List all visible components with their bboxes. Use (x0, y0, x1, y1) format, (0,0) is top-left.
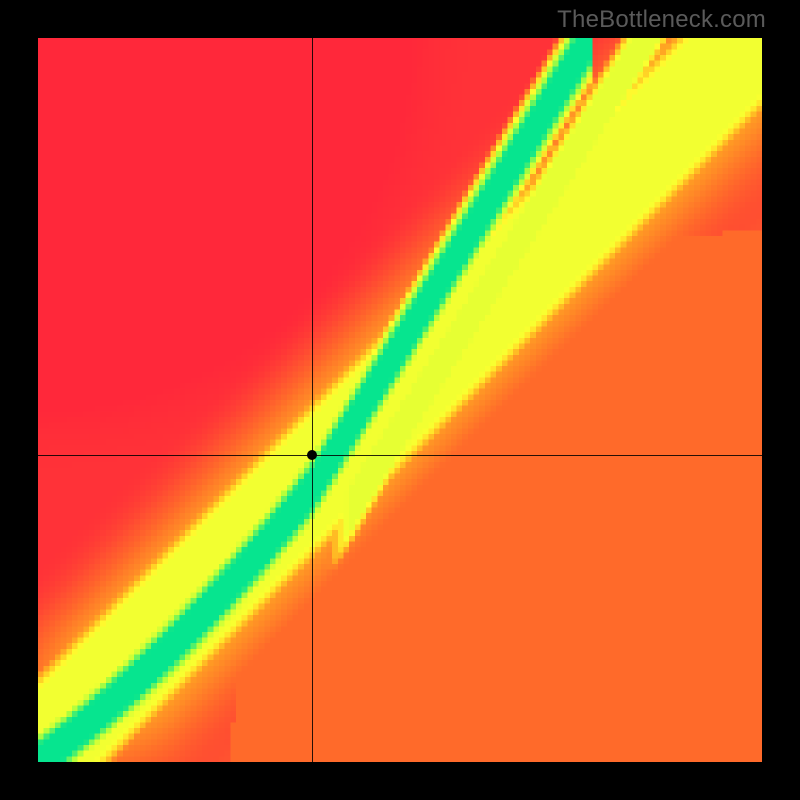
outer-frame: TheBottleneck.com (0, 0, 800, 800)
watermark-text: TheBottleneck.com (557, 6, 766, 34)
crosshair-point (307, 450, 317, 460)
crosshair-vertical (312, 38, 313, 762)
heatmap-canvas (38, 38, 762, 762)
heatmap-plot (38, 38, 762, 762)
crosshair-horizontal (38, 455, 762, 456)
